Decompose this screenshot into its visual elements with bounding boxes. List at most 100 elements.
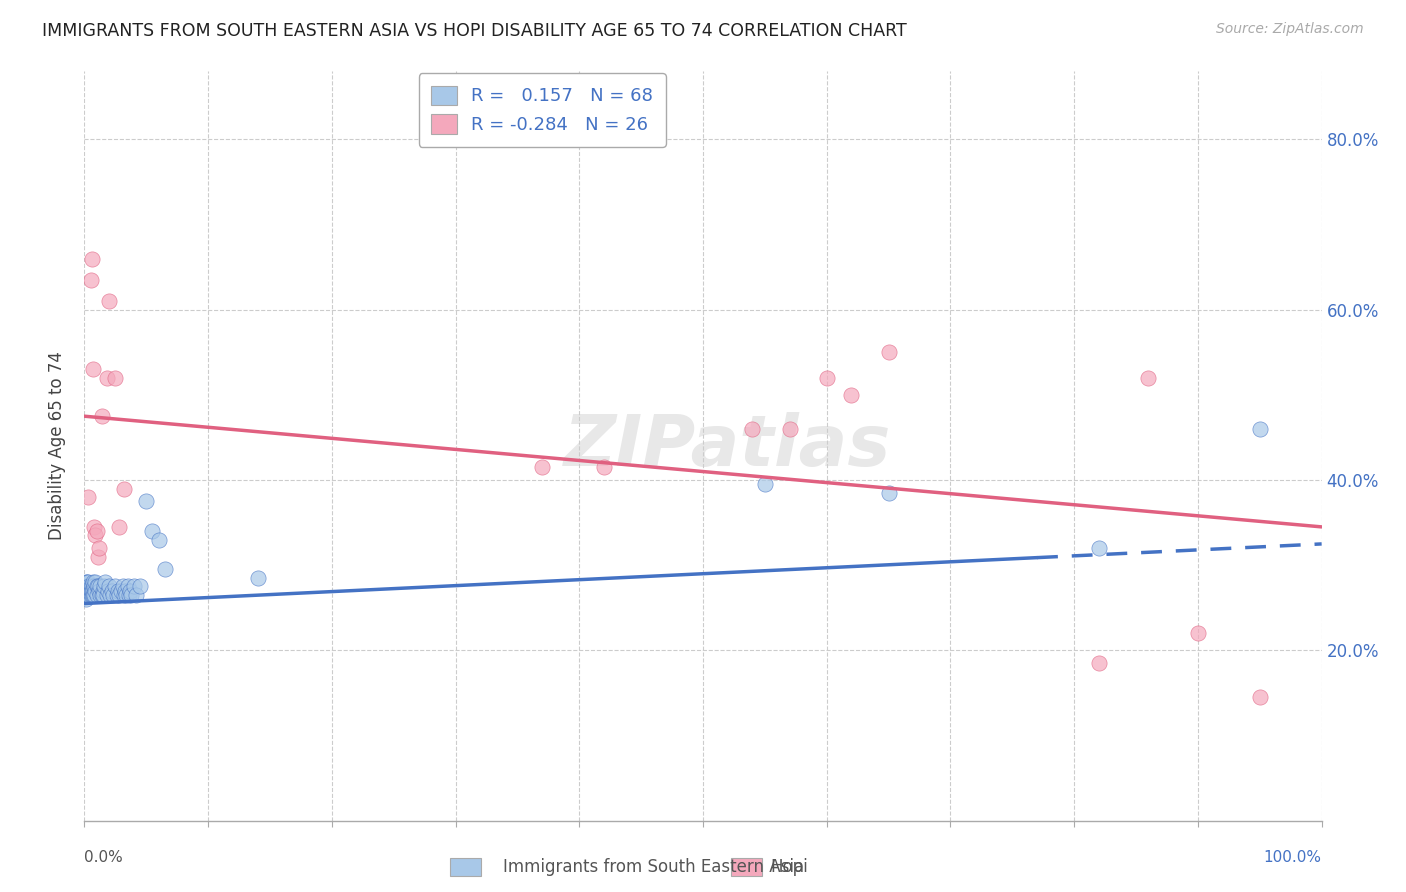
Point — [815, 371, 838, 385]
Point — [79, 583, 101, 598]
Point — [89, 580, 111, 594]
Point — [75, 575, 97, 590]
Point — [76, 580, 98, 594]
Point — [87, 580, 110, 594]
Point — [89, 588, 111, 602]
Point — [122, 580, 145, 594]
Point — [118, 588, 141, 602]
Text: IMMIGRANTS FROM SOUTH EASTERN ASIA VS HOPI DISABILITY AGE 65 TO 74 CORRELATION C: IMMIGRANTS FROM SOUTH EASTERN ASIA VS HO… — [42, 22, 907, 40]
Point — [531, 460, 554, 475]
Point — [120, 588, 142, 602]
Point — [1187, 626, 1209, 640]
Point — [96, 371, 118, 385]
Point — [98, 294, 121, 309]
Point — [80, 588, 103, 602]
Point — [1249, 690, 1271, 705]
Point — [877, 485, 900, 500]
Text: 0.0%: 0.0% — [84, 850, 124, 865]
Point — [107, 583, 129, 598]
Text: Source: ZipAtlas.com: Source: ZipAtlas.com — [1216, 22, 1364, 37]
Point — [79, 273, 101, 287]
Point — [110, 583, 132, 598]
Point — [84, 528, 107, 542]
Point — [593, 460, 616, 475]
Point — [877, 345, 900, 359]
Text: Hopi: Hopi — [770, 858, 808, 876]
Point — [93, 580, 115, 594]
Point — [84, 583, 107, 598]
Point — [117, 580, 139, 594]
Point — [841, 388, 863, 402]
Point — [108, 520, 131, 534]
Point — [77, 580, 100, 594]
Point — [75, 588, 97, 602]
Point — [90, 588, 112, 602]
Point — [76, 583, 98, 598]
Point — [1088, 656, 1111, 670]
Point — [111, 580, 134, 594]
Point — [115, 588, 138, 602]
Point — [76, 575, 98, 590]
Point — [86, 580, 108, 594]
Point — [79, 588, 101, 602]
Point — [108, 588, 131, 602]
Point — [112, 588, 135, 602]
Point — [104, 371, 127, 385]
Point — [112, 482, 135, 496]
Point — [77, 575, 100, 590]
Point — [779, 422, 801, 436]
Point — [129, 580, 152, 594]
Point — [86, 524, 108, 538]
Point — [82, 583, 104, 598]
Point — [80, 252, 103, 266]
Y-axis label: Disability Age 65 to 74: Disability Age 65 to 74 — [48, 351, 66, 541]
Point — [94, 575, 117, 590]
Point — [141, 524, 163, 538]
Point — [97, 583, 120, 598]
Point — [91, 583, 114, 598]
Point — [135, 494, 157, 508]
Point — [83, 588, 105, 602]
Point — [98, 588, 121, 602]
Point — [153, 562, 176, 576]
Text: Immigrants from South Eastern Asia: Immigrants from South Eastern Asia — [503, 858, 804, 876]
Point — [104, 580, 127, 594]
Point — [100, 583, 122, 598]
Point — [89, 541, 111, 556]
Point — [82, 575, 104, 590]
Point — [1249, 422, 1271, 436]
Point — [77, 490, 100, 504]
Point — [125, 588, 148, 602]
Point — [79, 588, 101, 602]
Point — [79, 580, 101, 594]
Point — [87, 549, 110, 564]
Point — [120, 583, 142, 598]
Point — [80, 580, 103, 594]
Point — [79, 583, 101, 598]
Point — [114, 583, 136, 598]
Point — [82, 588, 104, 602]
Point — [76, 588, 98, 602]
Point — [75, 592, 97, 607]
Point — [96, 588, 118, 602]
Text: ZIPatlas: ZIPatlas — [564, 411, 891, 481]
Point — [83, 520, 105, 534]
Point — [75, 583, 97, 598]
Point — [90, 409, 112, 424]
Point — [754, 477, 776, 491]
Point — [83, 580, 105, 594]
Point — [77, 588, 100, 602]
Point — [741, 422, 763, 436]
Point — [77, 583, 100, 598]
Point — [86, 588, 108, 602]
Point — [75, 580, 97, 594]
Point — [148, 533, 170, 547]
Point — [101, 588, 124, 602]
Point — [89, 583, 111, 598]
Text: 100.0%: 100.0% — [1264, 850, 1322, 865]
Point — [91, 588, 114, 602]
Point — [79, 583, 101, 598]
Point — [1137, 371, 1160, 385]
Point — [79, 580, 101, 594]
Point — [80, 583, 103, 598]
